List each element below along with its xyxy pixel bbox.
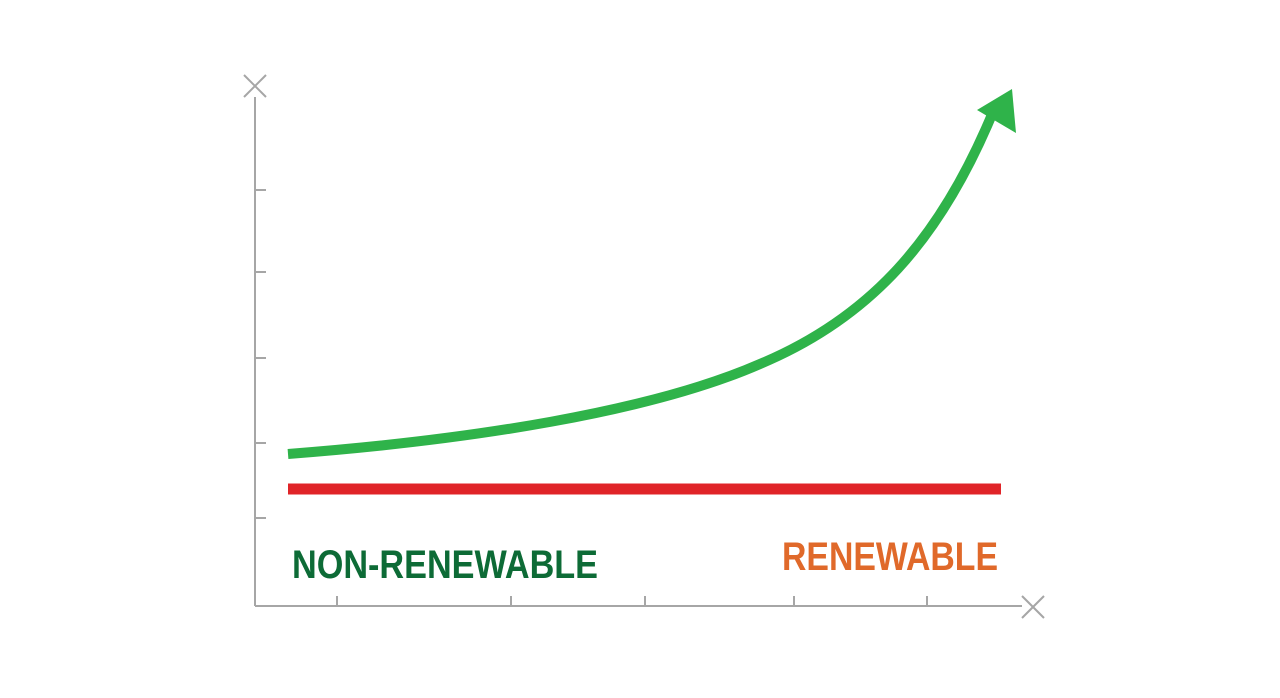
series-non-renewable-line <box>287 110 998 459</box>
series-label-renewable: RENEWABLE <box>782 535 998 579</box>
x-axis-end-x-icon <box>1021 595 1045 619</box>
y-ticks <box>255 189 266 519</box>
y-axis-end-x-icon <box>243 74 267 98</box>
series-label-non-renewable: NON-RENEWABLE <box>292 543 598 587</box>
arrow-head-icon <box>977 89 1016 133</box>
x-ticks <box>336 596 928 606</box>
axes <box>254 97 1022 607</box>
